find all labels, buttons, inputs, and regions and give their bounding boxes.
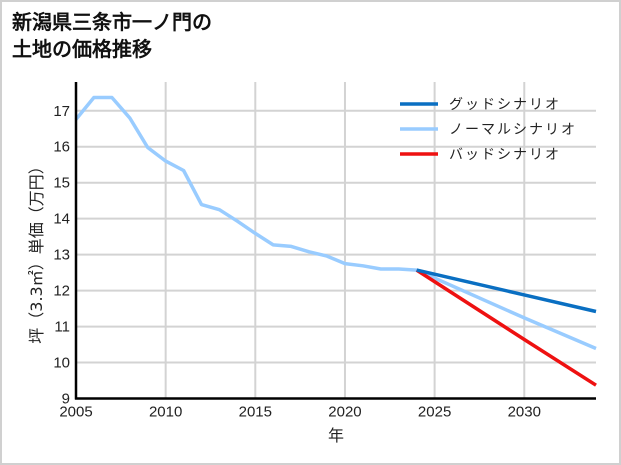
series-line [416,268,597,314]
data-series [74,95,597,387]
legend-label: バッドシナリオ [449,147,561,163]
x-tick-label: 2020 [328,404,361,421]
x-tick-label: 2005 [59,404,92,421]
y-tick-label: 17 [53,103,70,120]
x-tick-label: 2030 [508,404,541,421]
y-tick-label: 9 [62,391,70,408]
axes [74,82,596,400]
legend-label: グッドシナリオ [449,97,561,113]
x-tick-label: 2025 [418,404,451,421]
y-tick-label: 14 [53,211,70,228]
series-line [415,268,597,387]
series-line [74,95,597,351]
y-tick-label: 10 [53,355,70,372]
x-tick-label: 2015 [239,404,272,421]
legend-label: ノーマルシナリオ [449,122,577,138]
y-tick-label: 15 [53,175,70,192]
y-tick-label: 13 [53,247,70,264]
tick-labels: 9 10 11 12 13 14 15 16 17 2005 2010 2015 2020 2025 203… [53,103,541,421]
x-axis-label: 年 [328,426,344,445]
x-tick-label: 2010 [149,404,182,421]
y-tick-label: 11 [54,319,70,336]
y-tick-label: 16 [53,139,70,156]
chart-title-line1: 新潟県三条市一ノ門の [12,10,212,34]
chart-title-line2: 土地の価格推移 [12,37,152,61]
y-axis-label: 坪（3.3㎡）単価（万円） [27,158,46,343]
chart-title: 新潟県三条市一ノ門の 土地の価格推移 [12,9,212,63]
y-tick-label: 12 [53,283,70,300]
grid-lines [76,82,596,399]
